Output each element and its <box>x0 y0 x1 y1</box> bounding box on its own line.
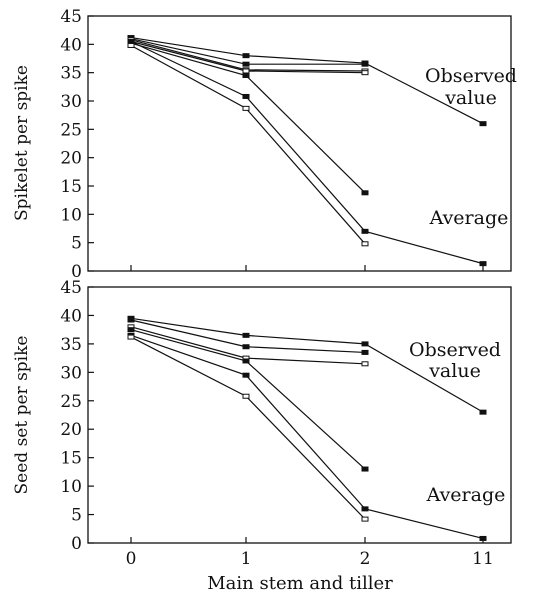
chart-panel-spikelet: Spikelet per spike 0 5 10 15 20 25 30 35 40 45 Ob… <box>12 7 517 282</box>
y-tick-label: 45 <box>60 7 82 27</box>
y-tick-label: 35 <box>60 335 82 355</box>
y-tick-label: 30 <box>60 92 82 112</box>
data-point <box>242 393 250 399</box>
data-point <box>479 409 487 415</box>
data-point <box>361 349 369 355</box>
y-tick-label: 15 <box>60 177 82 197</box>
y-tick-label: 25 <box>60 392 82 412</box>
y-ticks: 0 5 10 15 20 25 30 35 40 45 <box>60 7 484 282</box>
data-point <box>242 53 250 59</box>
data-point <box>242 68 250 74</box>
observed-value-annotation-line1: Observed <box>409 339 501 361</box>
x-tick-label: 1 <box>241 549 252 569</box>
data-point <box>242 332 250 338</box>
x-tick-label: 11 <box>472 549 494 569</box>
data-point <box>361 341 369 347</box>
x-axis-label: Main stem and tiller <box>207 573 393 594</box>
data-point <box>242 358 250 364</box>
series-line-1 <box>130 36 484 125</box>
y-tick-label: 35 <box>60 64 82 84</box>
data-point <box>361 516 369 522</box>
data-point <box>242 73 250 78</box>
x-ticks: 0 1 2 11 <box>126 537 494 569</box>
series-line-1 <box>130 317 484 413</box>
y-tick-label: 5 <box>71 506 82 526</box>
series-line-6 <box>130 336 366 520</box>
series-line-5 <box>130 334 484 540</box>
average-annotation: Average <box>429 207 509 229</box>
data-point <box>361 61 369 67</box>
observed-value-annotation-line1: Observed <box>425 65 517 87</box>
data-point <box>127 327 135 333</box>
y-tick-label: 0 <box>71 262 82 282</box>
data-point <box>242 93 250 99</box>
data-point <box>242 344 250 350</box>
data-point <box>242 61 250 67</box>
y-tick-label: 25 <box>60 120 82 140</box>
data-point <box>361 228 369 234</box>
y-tick-label: 20 <box>60 149 82 169</box>
data-point <box>479 121 487 127</box>
plot-frame <box>87 286 512 544</box>
observed-value-annotation-line2: value <box>444 87 497 109</box>
y-tick-label: 40 <box>60 35 82 55</box>
data-point <box>361 506 369 512</box>
data-point <box>127 39 135 44</box>
y-tick-label: 10 <box>60 205 82 225</box>
x-tick-label: 2 <box>360 549 371 569</box>
y-tick-label: 20 <box>60 420 82 440</box>
data-point <box>361 190 369 196</box>
data-point <box>127 334 135 340</box>
data-point <box>242 105 250 111</box>
data-point <box>479 535 487 541</box>
data-point <box>361 361 369 367</box>
data-point <box>479 261 487 267</box>
average-annotation: Average <box>426 484 506 506</box>
y-tick-label: 15 <box>60 449 82 469</box>
y-ticks: 0 5 10 15 20 25 30 35 40 45 <box>60 278 94 554</box>
series-group <box>127 35 487 267</box>
data-point <box>127 42 135 48</box>
y-tick-label: 5 <box>71 234 82 254</box>
data-point <box>242 372 250 378</box>
data-point <box>361 466 369 472</box>
y-tick-label: 0 <box>71 534 82 554</box>
data-point <box>361 241 369 247</box>
y-axis-label: Seed set per spike <box>12 336 32 495</box>
observed-value-annotation-line2: value <box>428 360 481 382</box>
y-axis-label: Spikelet per spike <box>12 65 32 221</box>
series-line-6 <box>130 40 484 265</box>
chart-panel-seed-set: Seed set per spike 0 5 10 15 20 25 30 35 40 45 0 1… <box>12 278 512 594</box>
y-tick-label: 45 <box>60 278 82 298</box>
data-point <box>127 317 135 323</box>
plot-frame <box>87 15 512 272</box>
data-point <box>361 70 369 76</box>
x-tick-label: 0 <box>126 549 137 569</box>
y-tick-label: 10 <box>60 477 82 497</box>
y-tick-label: 30 <box>60 363 82 383</box>
y-tick-label: 40 <box>60 306 82 326</box>
series-group <box>127 315 487 541</box>
